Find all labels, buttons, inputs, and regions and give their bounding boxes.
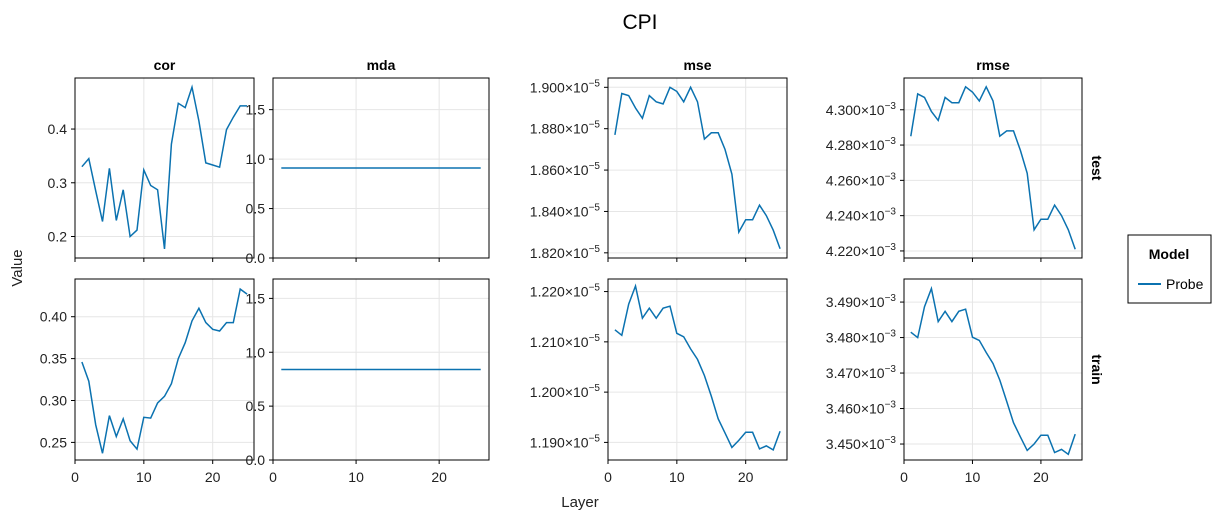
panel-frame: [903, 77, 1083, 259]
y-tick-label: 0.0: [246, 452, 266, 468]
panel-rmse-test: 4.220×10−3 4.240×10−3 4.260×10−3 4.280×10−3…: [826, 57, 1105, 262]
panel-rmse-train: 3.450×10−3 3.460×10−3 3.470×10−3 3.480×10−3…: [826, 278, 1105, 485]
x-tick-label: 10: [348, 469, 364, 485]
panel-mse-train: 1.190×10−5 1.200×10−5 1.210×10−5 1.220×10−5…: [530, 278, 788, 485]
y-tick-label: 0.0: [246, 250, 266, 266]
y-tick-label: 1.5: [246, 102, 266, 118]
y-tick-label: 1.860×10−5: [530, 161, 601, 178]
y-tick-label: 1.200×10−5: [530, 383, 601, 400]
facet-grid: 0.20.30.4cor0.00.51.01.5mda1.820×10−51.8…: [40, 57, 1105, 485]
y-tick-label: 0.5: [246, 398, 266, 414]
x-tick-label: 20: [205, 469, 221, 485]
panel-frame: [74, 77, 255, 259]
x-tick-label: 0: [269, 469, 277, 485]
y-tick-label: 0.30: [40, 393, 67, 409]
y-tick-label: 3.460×10−3: [826, 400, 897, 417]
panel-mda-test: 0.0 0.5 1.0 1.5 mda: [246, 57, 490, 266]
y-tick-label: 0.2: [48, 229, 68, 245]
series-line-probe-rmse-train: [910, 285, 1076, 456]
y-tick-label: 3.470×10−3: [826, 364, 897, 381]
facet-column-label-mda: mda: [367, 57, 396, 73]
x-tick-label: 20: [738, 469, 754, 485]
y-tick-label: 4.280×10−3: [826, 136, 897, 153]
panel-frame: [74, 278, 255, 461]
series-line-probe-rmse-test: [910, 85, 1076, 250]
facet-column-label-mse: mse: [683, 57, 711, 73]
y-tick-label: 1.220×10−5: [530, 283, 601, 300]
panel-frame: [607, 77, 788, 259]
y-tick-label: 0.5: [246, 201, 266, 217]
y-tick-label: 1.5: [246, 290, 266, 306]
y-tick-label: 4.220×10−3: [826, 242, 897, 259]
facet-column-label-rmse: rmse: [976, 57, 1010, 73]
series-line-probe-cor-test: [81, 84, 248, 249]
facet-row-label-test: test: [1089, 156, 1105, 181]
y-tick-label: 3.490×10−3: [826, 293, 897, 310]
y-tick-label: 1.840×10−5: [530, 202, 601, 219]
y-tick-label: 3.450×10−3: [826, 435, 897, 452]
y-tick-label: 0.25: [40, 434, 67, 450]
x-tick-label: 20: [1033, 469, 1049, 485]
series-line-probe-cor-train: [81, 287, 248, 454]
y-tick-label: 1.210×10−5: [530, 333, 601, 350]
chart-title: CPI: [622, 11, 657, 34]
y-tick-label: 0.4: [48, 121, 68, 137]
panel-cor-test: 0.2 0.3 0.4 cor: [48, 57, 255, 262]
facet-row-label-train: train: [1089, 354, 1105, 384]
y-tick-label: 3.480×10−3: [826, 329, 897, 346]
y-tick-label: 4.240×10−3: [826, 207, 897, 224]
panel-mda-train: 0.0 0.5 1.0 1.5 0 10 20: [246, 278, 490, 485]
legend: Model Probe: [1127, 234, 1212, 304]
panel-frame: [607, 278, 788, 461]
y-tick-label: 0.3: [48, 175, 68, 191]
y-tick-label: 1.0: [246, 151, 266, 167]
y-tick-label: 0.40: [40, 309, 67, 325]
panel-frame: [272, 77, 490, 259]
y-tick-label: 1.880×10−5: [530, 120, 601, 137]
legend-title: Model: [1149, 246, 1189, 262]
y-tick-label: 4.300×10−3: [826, 101, 897, 118]
x-axis-label: Layer: [561, 494, 599, 511]
series-line-probe-mse-train: [614, 283, 781, 451]
legend-entry-probe: Probe: [1166, 276, 1204, 292]
x-tick-label: 0: [71, 469, 79, 485]
facet-column-label-cor: cor: [154, 57, 176, 73]
y-tick-label: 1.820×10−5: [530, 244, 601, 261]
y-tick-label: 4.260×10−3: [826, 171, 897, 188]
y-tick-label: 0.35: [40, 351, 67, 367]
panel-frame: [903, 278, 1083, 461]
x-tick-label: 10: [669, 469, 685, 485]
panel-cor-train: 0.25 0.30 0.35 0.40 0 10 20: [40, 278, 255, 485]
panel-mse-test: 1.820×10−5 1.840×10−5 1.860×10−5 1.880×10−5…: [530, 57, 788, 262]
series-line-probe-mse-test: [614, 85, 781, 249]
x-tick-label: 0: [604, 469, 612, 485]
x-tick-label: 20: [431, 469, 447, 485]
y-tick-label: 1.190×10−5: [530, 433, 601, 450]
x-tick-label: 0: [900, 469, 908, 485]
x-tick-label: 10: [136, 469, 152, 485]
y-tick-label: 1.900×10−5: [530, 78, 601, 95]
y-axis-label: Value: [9, 249, 26, 286]
legend-box: [1127, 234, 1212, 304]
x-tick-label: 10: [965, 469, 981, 485]
panel-frame: [272, 278, 490, 461]
y-tick-label: 1.0: [246, 344, 266, 360]
